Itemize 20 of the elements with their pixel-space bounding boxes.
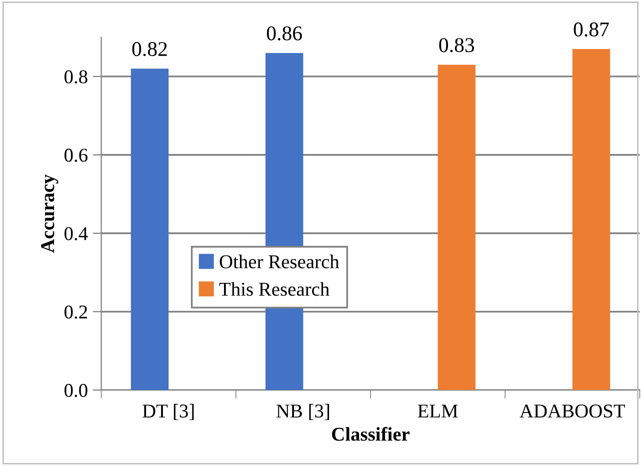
y-tick-label: 0.2 [64,305,88,319]
x-tick-label: ADABOOST [520,404,626,418]
x-tick-label: NB [3] [276,404,330,420]
data-label: 0.86 [266,26,302,40]
x-axis-title: Classifier [332,426,410,441]
legend-label: This Research [219,282,330,296]
x-tick-label: ELM [418,404,458,418]
y-tick-label: 0.8 [64,70,88,84]
data-label: 0.87 [574,22,609,37]
y-tick-label: 0.6 [64,148,88,162]
legend-label: Other Research [220,254,340,268]
data-label: 0.82 [132,42,167,56]
x-tick-label: DT [3] [142,404,194,420]
y-tick-label: 0.0 [64,384,88,398]
y-axis-title: Accuracy [41,174,58,253]
bar [130,68,169,390]
bar [438,64,476,390]
bar [572,49,610,390]
data-label: 0.83 [439,38,474,52]
y-tick-label: 0.4 [64,227,88,240]
